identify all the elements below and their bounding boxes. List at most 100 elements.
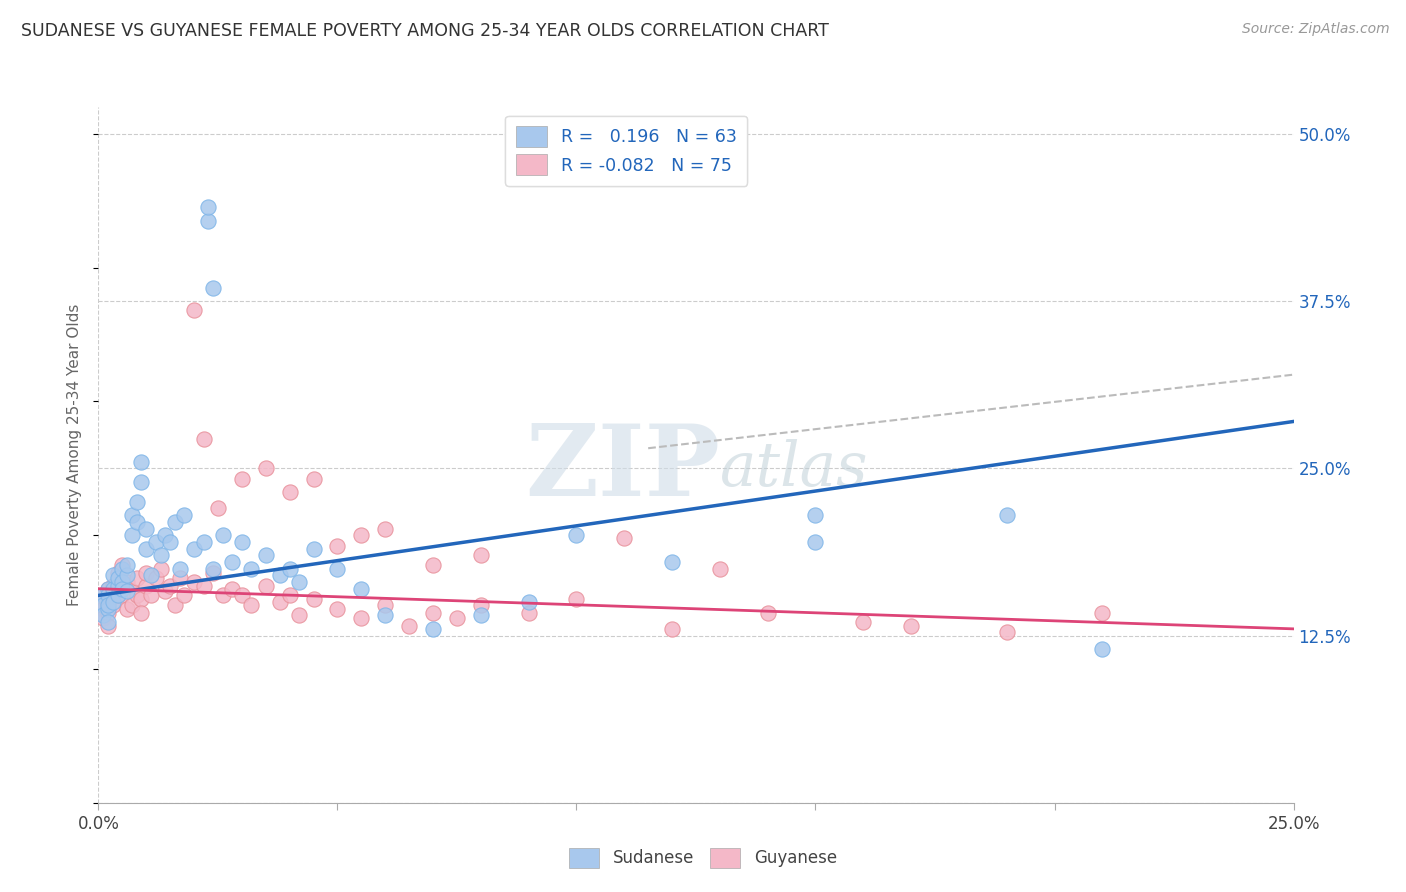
Point	[197, 214, 219, 228]
Point	[278, 562, 301, 576]
Point	[97, 615, 120, 630]
Point	[613, 531, 636, 545]
Point	[101, 589, 124, 603]
Point	[159, 579, 181, 593]
Point	[422, 622, 444, 636]
Point	[350, 611, 373, 625]
Point	[517, 595, 540, 609]
Point	[350, 582, 373, 596]
Y-axis label: Female Poverty Among 25-34 Year Olds: Female Poverty Among 25-34 Year Olds	[67, 304, 83, 606]
Point	[756, 606, 779, 620]
Point	[91, 602, 114, 616]
Point	[173, 589, 195, 603]
Point	[183, 541, 205, 556]
Point	[470, 548, 492, 563]
Point	[1091, 606, 1114, 620]
Point	[91, 608, 114, 623]
Point	[115, 575, 138, 590]
Point	[135, 541, 157, 556]
Point	[107, 579, 129, 593]
Point	[97, 589, 120, 603]
Point	[107, 589, 129, 603]
Point	[101, 579, 124, 593]
Text: atlas: atlas	[720, 439, 869, 499]
Point	[288, 575, 311, 590]
Point	[197, 201, 219, 215]
Point	[97, 606, 120, 620]
Point	[374, 521, 396, 535]
Point	[183, 303, 205, 318]
Point	[661, 555, 683, 569]
Point	[278, 485, 301, 500]
Point	[852, 615, 875, 630]
Point	[374, 608, 396, 623]
Point	[97, 582, 120, 596]
Point	[115, 558, 138, 572]
Point	[231, 535, 253, 549]
Point	[193, 432, 215, 446]
Point	[240, 562, 263, 576]
Point	[107, 566, 129, 580]
Point	[202, 281, 225, 295]
Point	[91, 589, 114, 603]
Point	[125, 515, 148, 529]
Point	[1091, 642, 1114, 657]
Point	[661, 622, 683, 636]
Point	[269, 595, 291, 609]
Point	[446, 611, 468, 625]
Point	[422, 558, 444, 572]
Point	[995, 624, 1018, 639]
Point	[107, 571, 129, 585]
Point	[211, 589, 233, 603]
Point	[202, 566, 225, 580]
Point	[288, 608, 311, 623]
Point	[101, 582, 124, 596]
Point	[111, 582, 134, 596]
Point	[398, 619, 420, 633]
Point	[121, 598, 143, 612]
Point	[135, 566, 157, 580]
Point	[804, 535, 827, 549]
Point	[101, 595, 124, 609]
Point	[97, 595, 120, 609]
Point	[101, 598, 124, 612]
Point	[193, 579, 215, 593]
Point	[422, 606, 444, 620]
Point	[254, 548, 277, 563]
Point	[565, 592, 588, 607]
Point	[149, 548, 172, 563]
Point	[169, 562, 191, 576]
Point	[97, 602, 120, 616]
Legend: R =   0.196   N = 63, R = -0.082   N = 75: R = 0.196 N = 63, R = -0.082 N = 75	[505, 116, 747, 186]
Point	[131, 606, 153, 620]
Point	[173, 508, 195, 523]
Point	[302, 541, 325, 556]
Point	[169, 571, 191, 585]
Point	[326, 562, 349, 576]
Point	[115, 602, 138, 616]
Point	[115, 584, 138, 599]
Point	[302, 592, 325, 607]
Point	[97, 582, 120, 596]
Point	[131, 455, 153, 469]
Point	[111, 575, 134, 590]
Point	[131, 592, 153, 607]
Point	[145, 571, 167, 585]
Point	[202, 562, 225, 576]
Point	[326, 539, 349, 553]
Point	[163, 598, 186, 612]
Point	[91, 598, 114, 612]
Point	[254, 461, 277, 475]
Point	[101, 568, 124, 582]
Point	[111, 558, 134, 572]
Point	[125, 494, 148, 508]
Point	[155, 528, 177, 542]
Point	[121, 508, 143, 523]
Point	[565, 528, 588, 542]
Point	[207, 501, 229, 516]
Text: Source: ZipAtlas.com: Source: ZipAtlas.com	[1241, 22, 1389, 37]
Point	[269, 568, 291, 582]
Point	[231, 589, 253, 603]
Point	[111, 562, 134, 576]
Point	[709, 562, 731, 576]
